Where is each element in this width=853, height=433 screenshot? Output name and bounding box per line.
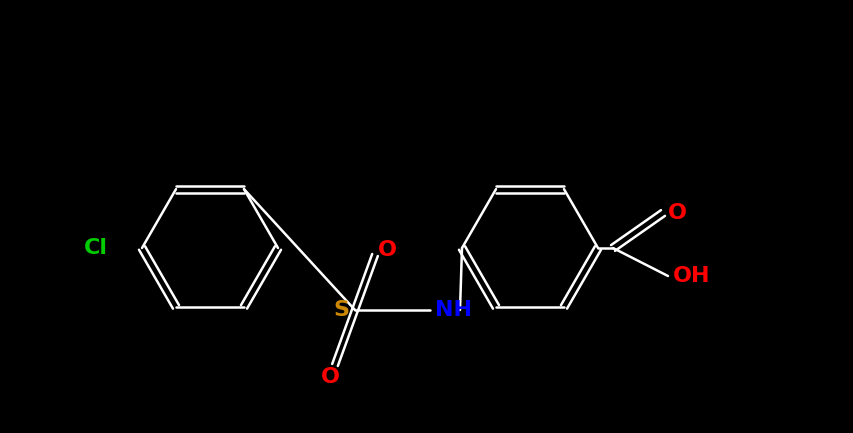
Text: Cl: Cl	[84, 238, 107, 258]
Text: O: O	[667, 203, 686, 223]
Text: NH: NH	[434, 300, 472, 320]
Text: O: O	[378, 240, 397, 260]
Text: OH: OH	[672, 266, 710, 286]
Text: O: O	[320, 367, 339, 387]
Text: S: S	[333, 300, 349, 320]
